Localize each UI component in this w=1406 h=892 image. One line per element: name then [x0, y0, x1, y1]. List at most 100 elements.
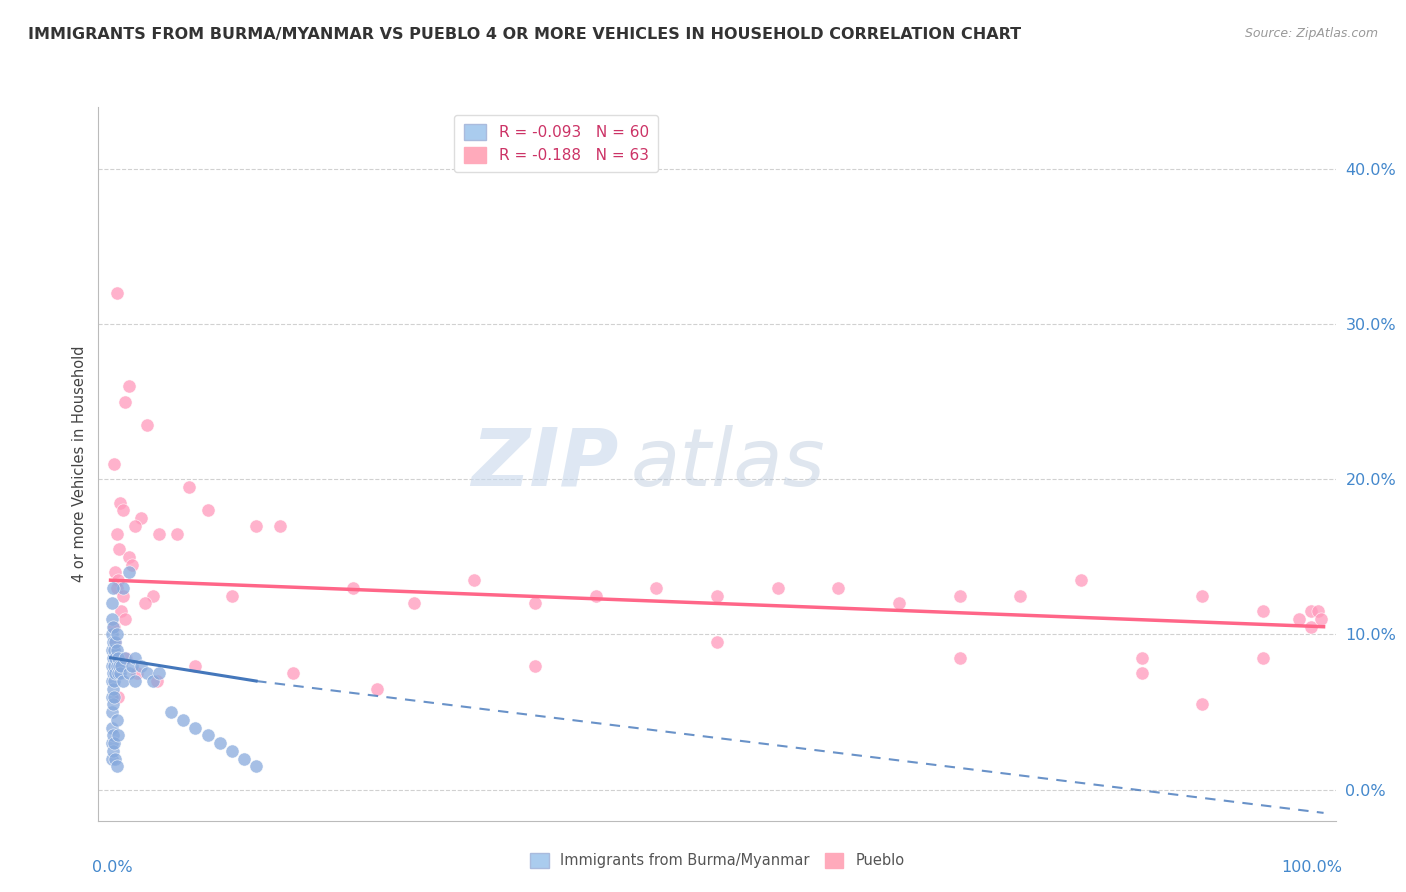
Point: [281, 666, 304, 681]
Point: [100, 751, 122, 765]
Point: [887, 597, 910, 611]
Point: [124, 673, 146, 688]
Point: [111, 589, 134, 603]
Point: [111, 673, 134, 688]
Point: [104, 650, 127, 665]
Point: [105, 627, 128, 641]
Point: [108, 658, 131, 673]
Text: IMMIGRANTS FROM BURMA/MYANMAR VS PUEBLO 4 OR MORE VEHICLES IN HOUSEHOLD CORRELAT: IMMIGRANTS FROM BURMA/MYANMAR VS PUEBLO …: [28, 27, 1021, 42]
Point: [949, 650, 972, 665]
Point: [766, 581, 789, 595]
Point: [949, 589, 972, 603]
Point: [706, 589, 728, 603]
Point: [100, 627, 122, 641]
Point: [101, 698, 124, 712]
Point: [1251, 650, 1274, 665]
Point: [105, 286, 128, 301]
Point: [121, 658, 143, 673]
Point: [1010, 589, 1032, 603]
Point: [103, 658, 125, 673]
Point: [1310, 612, 1333, 626]
Point: [105, 759, 128, 773]
Point: [118, 566, 141, 580]
Point: [148, 666, 170, 681]
Point: [110, 495, 132, 509]
Point: [142, 673, 165, 688]
Point: [585, 589, 607, 603]
Point: [101, 620, 124, 634]
Point: [1191, 589, 1213, 603]
Point: [115, 650, 138, 665]
Point: [1130, 650, 1153, 665]
Point: [110, 658, 132, 673]
Point: [1191, 698, 1213, 712]
Point: [221, 589, 243, 603]
Point: [101, 581, 124, 595]
Point: [104, 666, 127, 681]
Point: [107, 666, 129, 681]
Point: [104, 566, 127, 580]
Point: [1251, 604, 1274, 618]
Point: [1301, 620, 1323, 634]
Point: [148, 526, 170, 541]
Point: [1306, 604, 1329, 618]
Point: [184, 721, 207, 735]
Point: [1130, 666, 1153, 681]
Point: [245, 519, 267, 533]
Point: [166, 526, 188, 541]
Point: [233, 751, 256, 765]
Point: [184, 658, 207, 673]
Point: [107, 573, 129, 587]
Point: [179, 480, 201, 494]
Point: [101, 666, 124, 681]
Point: [118, 549, 141, 564]
Point: [103, 690, 125, 704]
Point: [145, 673, 167, 688]
Point: [1288, 612, 1310, 626]
Point: [245, 759, 267, 773]
Point: [100, 721, 122, 735]
Point: [107, 728, 129, 742]
Point: [136, 418, 159, 433]
Point: [100, 612, 122, 626]
Point: [104, 751, 127, 765]
Point: [134, 597, 156, 611]
Point: [1301, 604, 1323, 618]
Point: [100, 705, 122, 719]
Point: [208, 736, 231, 750]
Point: [103, 736, 125, 750]
Point: [402, 597, 425, 611]
Point: [197, 728, 219, 742]
Point: [827, 581, 849, 595]
Point: [524, 597, 547, 611]
Point: [104, 635, 127, 649]
Point: [121, 558, 143, 572]
Point: [114, 394, 136, 409]
Point: [129, 511, 152, 525]
Point: [100, 736, 122, 750]
Point: [366, 681, 388, 696]
Point: [100, 597, 122, 611]
Point: [100, 658, 122, 673]
Text: ZIP: ZIP: [471, 425, 619, 503]
Point: [101, 744, 124, 758]
Point: [105, 581, 128, 595]
Point: [110, 604, 132, 618]
Point: [111, 581, 134, 595]
Point: [103, 457, 125, 471]
Legend: Immigrants from Burma/Myanmar, Pueblo: Immigrants from Burma/Myanmar, Pueblo: [524, 847, 910, 874]
Point: [129, 658, 152, 673]
Point: [101, 635, 124, 649]
Point: [103, 643, 125, 657]
Point: [124, 650, 146, 665]
Point: [105, 526, 128, 541]
Point: [524, 658, 547, 673]
Point: [101, 650, 124, 665]
Point: [105, 643, 128, 657]
Point: [110, 666, 132, 681]
Text: 0.0%: 0.0%: [93, 860, 132, 875]
Point: [118, 379, 141, 393]
Point: [105, 713, 128, 727]
Point: [124, 519, 146, 533]
Point: [108, 542, 131, 557]
